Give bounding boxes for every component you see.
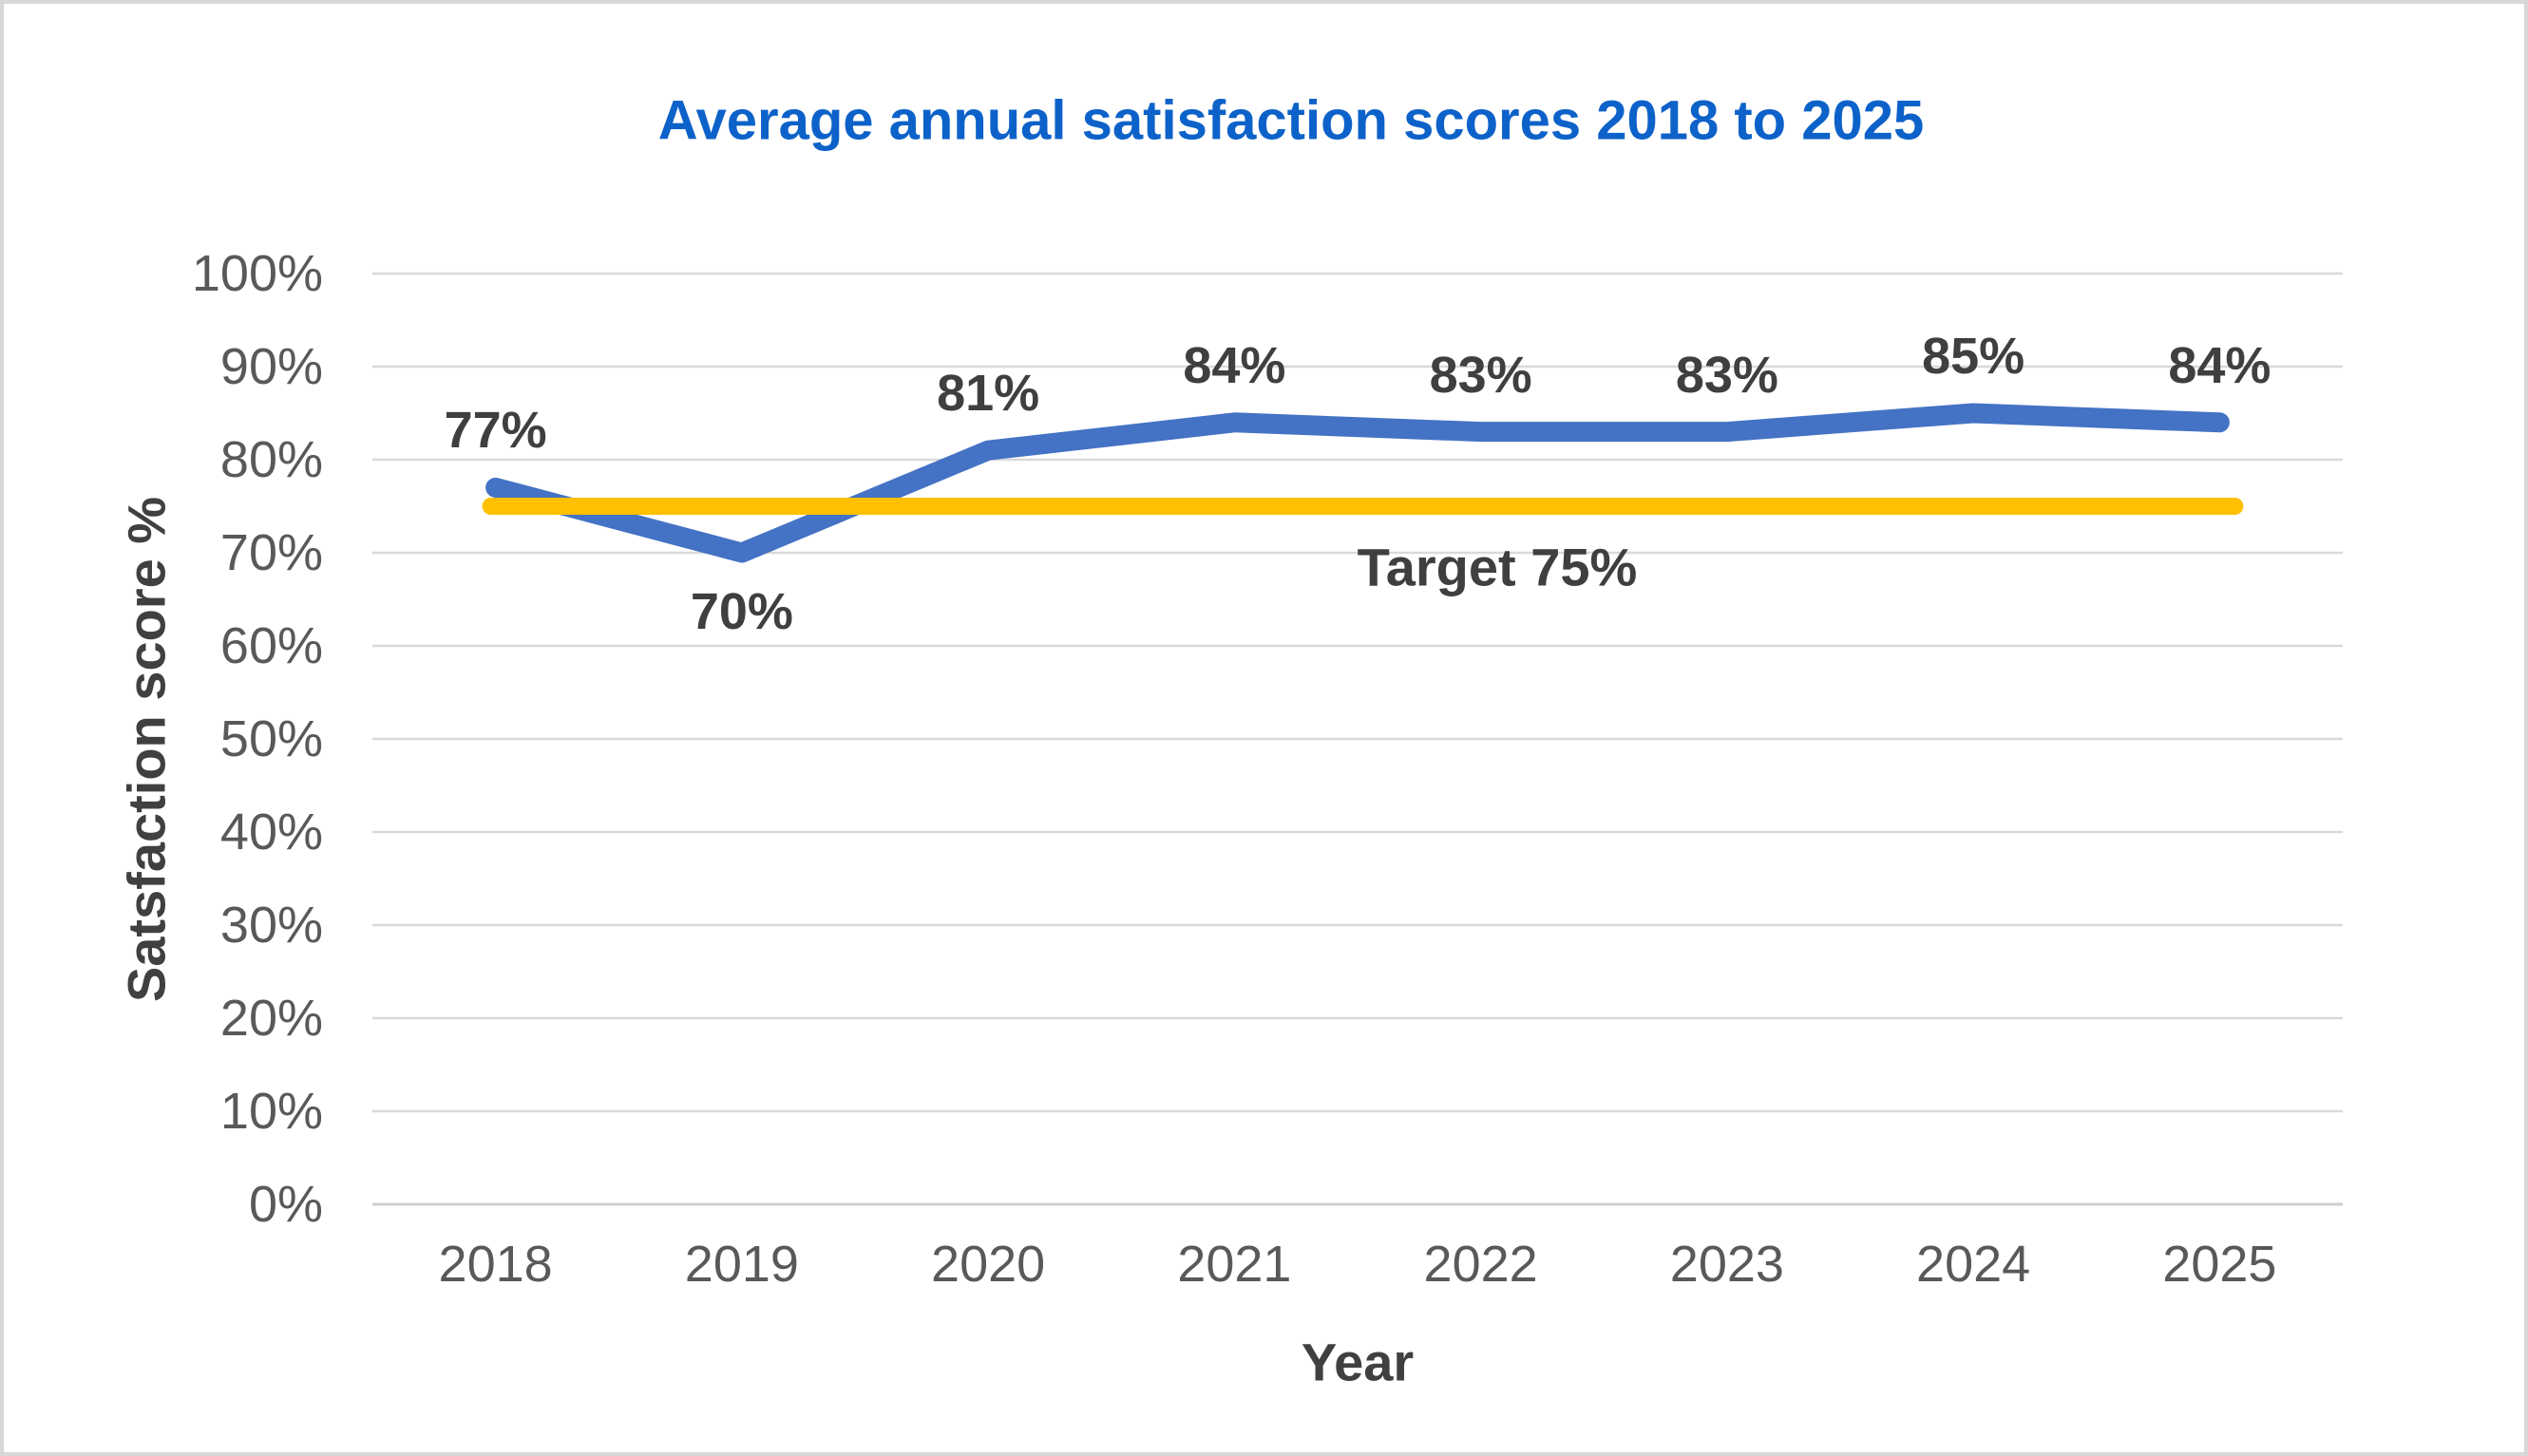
x-tick-label: 2022 [1423, 1236, 1538, 1293]
y-tick-label: 60% [219, 617, 323, 674]
x-tick-label: 2023 [1669, 1236, 1784, 1293]
y-tick-label: 40% [219, 804, 323, 860]
data-label: 77% [444, 402, 547, 460]
x-tick-label: 2019 [684, 1236, 799, 1293]
data-label: 85% [1922, 328, 2025, 385]
data-label: 84% [1183, 336, 1286, 394]
y-tick-label: 0% [248, 1176, 323, 1233]
x-tick-label: 2025 [2162, 1236, 2277, 1293]
y-tick-label: 70% [219, 524, 323, 581]
x-tick-label: 2020 [931, 1236, 1046, 1293]
satisfaction-line [485, 403, 2230, 563]
y-tick-label: 50% [219, 710, 323, 767]
x-axis-title: Year [1301, 1332, 1415, 1392]
target-line-label: Target 75% [1357, 537, 1638, 597]
y-tick-label: 100% [191, 245, 323, 302]
x-tick-label: 2021 [1177, 1236, 1292, 1293]
x-tick-label: 2018 [438, 1236, 553, 1293]
y-tick-label: 20% [219, 990, 323, 1047]
data-label: 83% [1675, 346, 1778, 404]
y-tick-label: 90% [219, 338, 323, 395]
data-label: 83% [1429, 346, 1532, 404]
y-tick-label: 10% [219, 1083, 323, 1140]
plot-area [372, 272, 2343, 1206]
data-label: 70% [690, 583, 793, 640]
y-tick-label: 80% [219, 431, 323, 488]
x-tick-label: 2024 [1916, 1236, 2031, 1293]
y-tick-label: 30% [219, 897, 323, 954]
data-label: 84% [2168, 336, 2271, 394]
chart-title: Average annual satisfaction scores 2018 … [657, 89, 1925, 152]
data-label: 81% [937, 365, 1040, 423]
